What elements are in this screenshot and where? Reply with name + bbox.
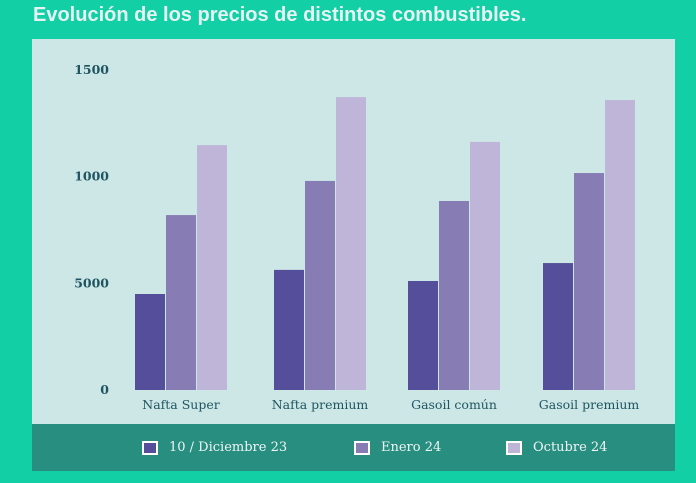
y-tick-label: 1000	[74, 169, 109, 184]
legend-item-dic23: 10 / Diciembre 23	[142, 424, 287, 471]
legend-label: Octubre 24	[533, 440, 608, 455]
legend-label: Enero 24	[381, 440, 442, 455]
bar-chart: 0 5000 1000 1500 Nafta Super Nafta premium Ga…	[74, 62, 639, 412]
bar	[543, 263, 573, 390]
legend-swatch	[142, 440, 158, 455]
y-tick-label: 5000	[74, 275, 109, 290]
legend-swatch	[354, 440, 370, 455]
legend-item-oct24: Octubre 24	[506, 424, 607, 471]
chart-panel: 0 5000 1000 1500 Nafta Super Nafta premium Ga…	[32, 39, 675, 424]
x-tick-label: Gasoil premium	[539, 397, 640, 412]
y-tick-label: 0	[100, 382, 109, 397]
legend: 10 / Diciembre 23 Enero 24 Octubre 24	[32, 424, 675, 471]
bar	[470, 141, 500, 390]
bar	[274, 269, 304, 390]
legend-swatch	[506, 440, 522, 455]
x-tick-label: Nafta Super	[142, 397, 219, 412]
legend-label: 10 / Diciembre 23	[169, 440, 288, 455]
bar	[197, 145, 227, 390]
bars	[135, 97, 635, 391]
bar	[574, 173, 604, 390]
bar	[605, 100, 635, 390]
x-tick-label: Nafta premium	[272, 397, 369, 412]
bar	[305, 180, 335, 390]
bar	[135, 294, 165, 390]
legend-item-ene24: Enero 24	[354, 424, 441, 471]
y-tick-label: 1500	[74, 62, 109, 77]
y-axis-ticks: 0 5000 1000 1500	[74, 62, 109, 397]
bar	[408, 280, 438, 390]
bar	[166, 215, 196, 390]
x-axis-ticks: Nafta Super Nafta premium Gasoil común Gaso…	[142, 397, 639, 412]
bar	[439, 200, 469, 390]
chart-title: Evolución de los precios de distintos co…	[33, 4, 527, 26]
bar	[336, 97, 366, 391]
x-tick-label: Gasoil común	[411, 397, 497, 412]
